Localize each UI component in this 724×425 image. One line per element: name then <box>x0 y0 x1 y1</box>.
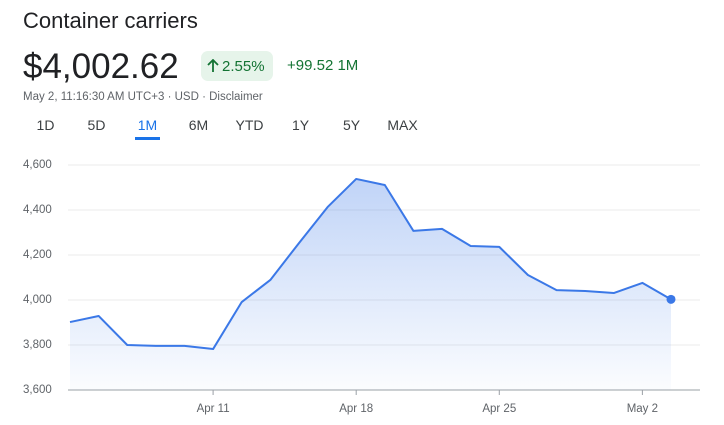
x-tick-label: Apr 11 <box>197 403 230 415</box>
price: $4,002.62 <box>23 47 179 86</box>
range-tab[interactable]: 6M <box>173 117 224 139</box>
y-tick-label: 4,000 <box>23 294 52 306</box>
change: +99.52 1M <box>287 57 359 74</box>
range-tab[interactable]: MAX <box>377 117 428 139</box>
change-badge: 2.55% <box>201 51 273 81</box>
range-tab-label[interactable]: 5D <box>87 117 106 133</box>
range-tab-label[interactable]: 5Y <box>342 117 361 133</box>
range-tab[interactable]: 5Y <box>326 117 377 139</box>
range-tab-label[interactable]: 1Y <box>291 117 310 133</box>
meta: May 2, 11:16:30 AM UTC+3 · USD · Disclai… <box>23 91 263 103</box>
range-tabs: 1D 5D 1M 6M YTD 1Y 5Y MAX <box>20 117 428 140</box>
line <box>69 177 672 351</box>
x-tick-label: May 2 <box>627 403 658 415</box>
y-tick-label: 4,400 <box>23 204 52 216</box>
area <box>70 178 671 390</box>
range-tab-label[interactable]: MAX <box>387 117 418 133</box>
last-point <box>666 294 676 304</box>
x-tick-label: Apr 18 <box>339 403 373 415</box>
range-tab[interactable]: 1M <box>122 117 173 140</box>
y-tick-label: 3,600 <box>23 384 52 396</box>
range-tab[interactable]: YTD <box>224 117 275 139</box>
title: Container carriers <box>23 8 198 33</box>
range-tab-label[interactable]: YTD <box>235 117 264 133</box>
y-tick-label: 3,800 <box>23 339 52 351</box>
y-tick-label: 4,200 <box>23 249 52 261</box>
range-tab[interactable]: 1D <box>20 117 71 139</box>
y-tick-label: 4,600 <box>23 159 52 171</box>
up-arrow <box>207 59 219 72</box>
range-tab[interactable]: 5D <box>71 117 122 139</box>
range-tab-label[interactable]: 1D <box>36 117 55 133</box>
range-tab-label[interactable]: 1M <box>134 117 161 140</box>
x-tick-label: Apr 25 <box>482 403 516 415</box>
range-tab-label[interactable]: 6M <box>188 117 209 133</box>
change-percent: 2.55% <box>222 57 265 75</box>
range-tab[interactable]: 1Y <box>275 117 326 139</box>
